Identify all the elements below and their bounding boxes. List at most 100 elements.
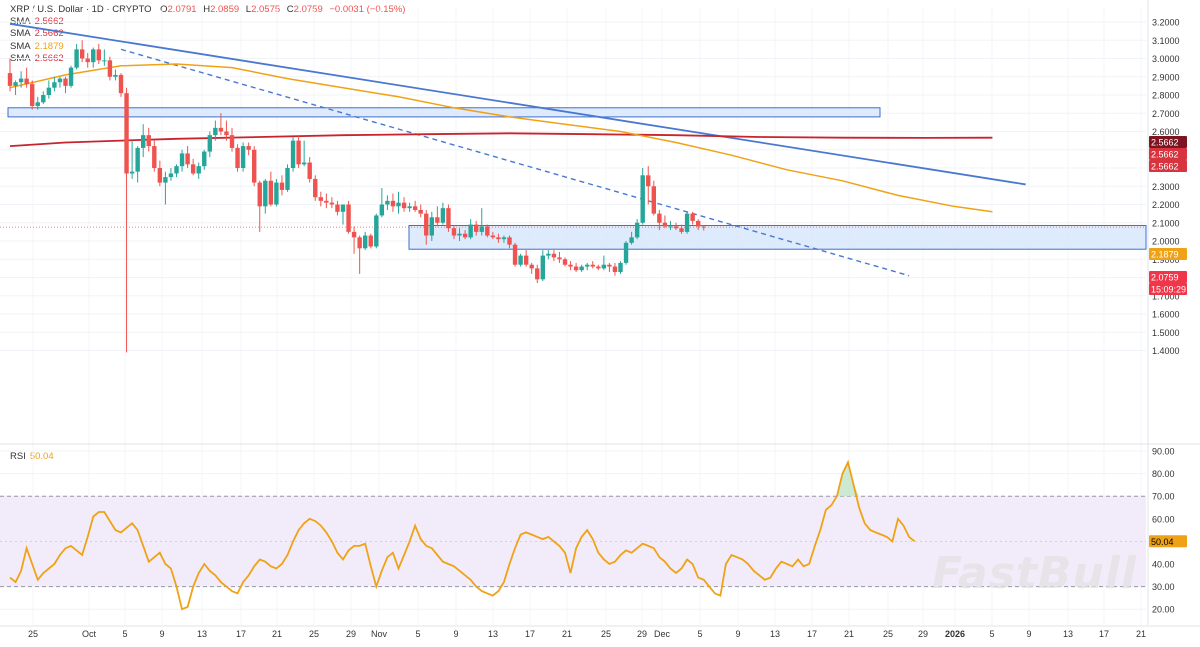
symbol-row: XRP / U.S. Dollar · 1D · CRYPTO O2.0791 …	[10, 4, 405, 16]
price-badge-label: 2.0759	[1151, 273, 1179, 283]
watermark-logo: FastBull	[932, 548, 1137, 599]
sma-short-line	[9, 63, 993, 213]
candle-body	[335, 204, 340, 212]
date-tick-label: Oct	[82, 629, 97, 639]
price-tick-label: 2.6000	[1152, 127, 1180, 137]
date-tick-label: 2026	[945, 629, 965, 639]
candle-body	[646, 175, 651, 187]
candle-body	[596, 266, 601, 269]
date-tick-label: Nov	[371, 629, 388, 639]
candle-body	[179, 153, 185, 167]
date-tick-label: 29	[346, 629, 356, 639]
sma-long-line	[9, 132, 993, 147]
date-tick-label: 5	[989, 629, 994, 639]
rsi-tick-label: 60.00	[1152, 514, 1175, 524]
candle-body	[7, 73, 13, 86]
candle-body	[207, 135, 212, 152]
candle-body	[274, 182, 279, 205]
price-badges: 2.5662 2.5662 2.5662 2.1879 2.0759 15:09:29 50…	[1149, 136, 1187, 548]
candle-body	[485, 226, 490, 236]
candle-body	[218, 127, 224, 132]
candle-body	[257, 182, 262, 207]
candle-body	[690, 213, 695, 221]
candle-body	[479, 226, 484, 232]
candle-body	[196, 166, 201, 174]
candle-body	[407, 206, 412, 209]
candle-body	[523, 255, 529, 265]
candle-body	[579, 266, 584, 271]
price-badge-label: 2.5662	[1151, 138, 1179, 148]
symbol-title[interactable]: XRP / U.S. Dollar · 1D · CRYPTO	[10, 4, 152, 15]
rsi-tick-label: 30.00	[1152, 582, 1175, 592]
date-tick-label: 5	[122, 629, 127, 639]
candle-body	[623, 242, 629, 263]
ohlc-open: O2.0791	[160, 4, 197, 15]
candle-body	[357, 237, 362, 249]
price-tick-label: 1.7000	[1152, 291, 1180, 301]
candle-body	[146, 135, 151, 147]
candle-body	[468, 224, 473, 238]
candle-body	[18, 78, 24, 83]
indicator-sma-3[interactable]: SMA 2.1879	[10, 40, 64, 52]
candle-body	[240, 146, 246, 168]
rsi-legend[interactable]: RSI 50.04	[10, 451, 54, 462]
price-badge	[1149, 160, 1187, 172]
rsi-line	[9, 459, 916, 611]
candle-body	[440, 208, 446, 223]
ohlc-low: L2.0575	[245, 4, 281, 15]
candle-body	[313, 178, 318, 198]
zones	[7, 107, 1147, 250]
candle-body	[102, 60, 107, 62]
candle-body	[246, 146, 251, 150]
candle-body	[512, 244, 518, 265]
candle-body	[490, 235, 496, 238]
candle-body	[185, 153, 190, 165]
candle-body	[190, 164, 196, 174]
candle-body	[529, 264, 534, 269]
price-tick-label: 3.2000	[1152, 18, 1180, 28]
price-tick-label: 2.7000	[1152, 109, 1180, 119]
candle-body	[141, 135, 146, 148]
rsi-band	[0, 495, 1146, 588]
date-tick-label: 29	[918, 629, 928, 639]
candle-body	[124, 93, 129, 174]
candle-body	[496, 237, 501, 240]
date-tick-label: 21	[844, 629, 854, 639]
date-tick-label: 9	[1026, 629, 1031, 639]
trendline-dashed	[120, 48, 910, 277]
candle-body	[346, 204, 351, 232]
candle-body	[629, 237, 634, 243]
indicator-sma-2[interactable]: SMA 2.5662	[10, 28, 64, 40]
candle-body	[573, 266, 579, 271]
support-resistance-zone	[7, 107, 881, 118]
candle-body	[285, 168, 290, 190]
candle-body	[657, 213, 662, 223]
price-tick-label: 2.3000	[1152, 182, 1180, 192]
candle-body	[651, 186, 656, 214]
price-tick-label: 3.1000	[1152, 36, 1180, 46]
ohlc-change: −0.0031 (−0.15%)	[329, 4, 406, 15]
candle-body	[35, 102, 40, 106]
date-tick-label: 17	[807, 629, 817, 639]
date-tick-label: 25	[883, 629, 893, 639]
candle-body	[340, 204, 346, 212]
date-tick-label: 21	[272, 629, 282, 639]
candle-body	[324, 200, 329, 203]
candle-body	[662, 222, 668, 227]
candle-body	[540, 255, 545, 280]
candle-body	[501, 237, 507, 240]
candle-body	[418, 209, 423, 214]
candle-body	[74, 49, 79, 68]
support-resistance-zone	[408, 224, 1147, 250]
candle-body	[601, 264, 607, 269]
candle-body	[229, 135, 235, 148]
date-tick-label: 5	[697, 629, 702, 639]
date-tick-label: 25	[28, 629, 38, 639]
candle-body	[379, 204, 385, 216]
candle-body	[668, 226, 673, 228]
date-tick-label: 21	[562, 629, 572, 639]
candle-body	[52, 82, 57, 88]
candle-body	[562, 259, 568, 265]
date-tick-label: 9	[159, 629, 164, 639]
